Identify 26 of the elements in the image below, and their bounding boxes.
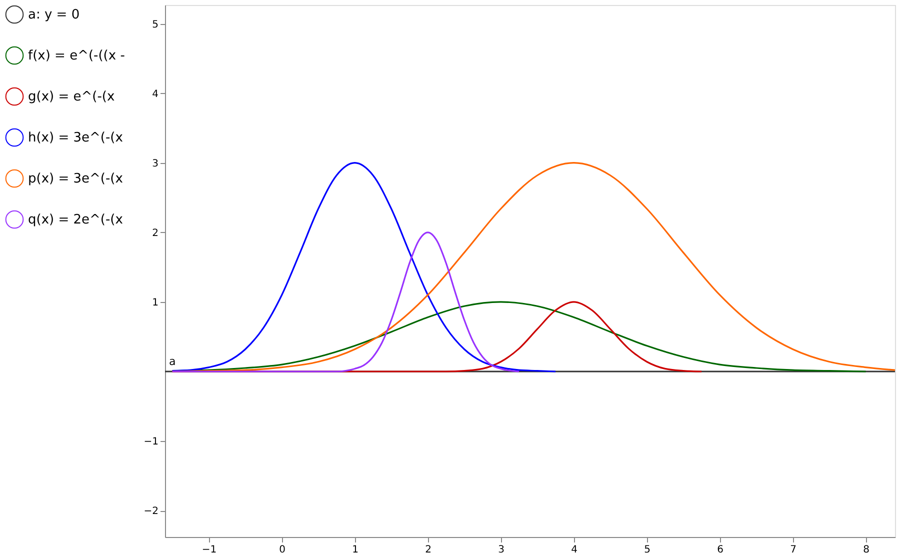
legend-label: f(x) = e^(-((x - <box>28 48 126 64</box>
x-tick-label: 3 <box>498 544 504 556</box>
line-series <box>172 232 520 372</box>
legend-label: a: y = 0 <box>28 8 80 22</box>
y-tick-label: 4 <box>152 88 158 100</box>
x-tick-label: 2 <box>425 544 432 556</box>
legend-label: h(x) = 3e^(-(x <box>28 130 124 146</box>
y-tick-label: 1 <box>152 297 158 308</box>
x-tick-label: 7 <box>790 544 796 556</box>
x-tick-label: 1 <box>352 544 358 556</box>
legend-label: g(x) = e^(-(x <box>28 90 115 104</box>
line-series <box>172 162 556 372</box>
x-tick-label: 8 <box>863 544 870 556</box>
y-tick-label: 5 <box>152 19 158 30</box>
y-tick-label: −1 <box>144 436 158 448</box>
x-tick-label: −1 <box>202 544 217 556</box>
annotation: a <box>169 355 176 368</box>
x-tick-label: 6 <box>717 544 724 556</box>
legend-label: q(x) = 2e^(-(x <box>28 212 124 228</box>
y-tick-label: 3 <box>152 158 158 170</box>
x-tick-label: 4 <box>571 544 578 556</box>
x-tick-label: 0 <box>279 544 286 556</box>
legend-label: p(x) = 3e^(-(x <box>28 172 124 186</box>
y-tick-label: 2 <box>152 228 158 239</box>
y-tick-label: −2 <box>144 506 158 518</box>
x-tick-label: 5 <box>644 544 650 556</box>
